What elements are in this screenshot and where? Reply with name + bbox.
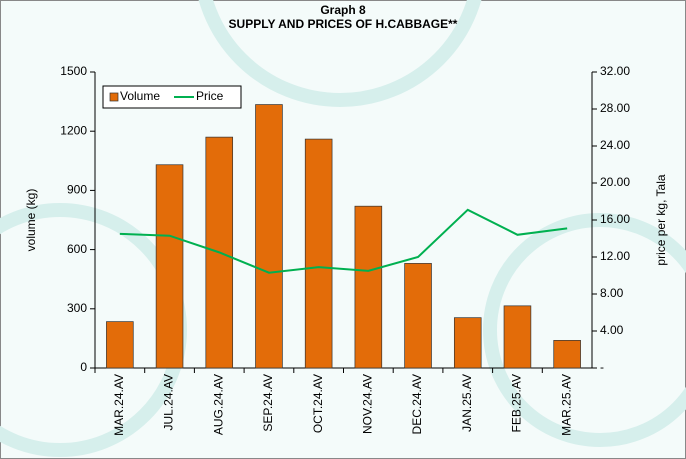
bar — [155, 164, 184, 369]
y2-tick-label: 28.00 — [600, 101, 630, 115]
y2-tick-label: 8.00 — [600, 286, 624, 300]
y-tick-label: 1500 — [60, 64, 87, 78]
bar — [354, 205, 383, 369]
y-tick-label: 600 — [67, 242, 87, 256]
y-tick-label: 0 — [80, 360, 87, 374]
y2-tick-label: 32.00 — [600, 64, 630, 78]
bar — [453, 317, 482, 369]
bar — [304, 138, 333, 369]
bar — [503, 305, 532, 369]
x-tick-label: AUG.24.AV — [211, 374, 225, 435]
y2-tick-label: 16.00 — [600, 212, 630, 226]
bar — [205, 136, 234, 369]
x-tick-label: OCT.24.AV — [311, 374, 325, 433]
legend-label: Volume — [120, 89, 160, 103]
bar — [404, 263, 432, 369]
y2-axis-label: price per kg, Tala — [654, 174, 668, 265]
chart-subtitle: SUPPLY AND PRICES OF H.CABBAGE** — [229, 17, 458, 31]
x-tick-label: DEC.24.AV — [410, 374, 424, 434]
x-tick-label: FEB.25.AV — [510, 374, 524, 432]
legend-label: Price — [196, 89, 224, 103]
y2-tick-label: 20.00 — [600, 175, 630, 189]
x-tick-label: NOV.24.AV — [361, 374, 375, 434]
y-tick-label: 1200 — [60, 123, 87, 137]
x-tick-label: MAR.24.AV — [112, 374, 126, 436]
y-axis-label: volume (kg) — [24, 189, 38, 252]
price-line — [119, 208, 568, 274]
x-tick-label: MAR.25.AV — [559, 374, 573, 436]
y-tick-label: 300 — [67, 301, 87, 315]
bar — [553, 340, 581, 369]
x-tick-label: JAN.25.AV — [460, 374, 474, 432]
y2-tick-label: 24.00 — [600, 138, 630, 152]
chart-title: Graph 8 — [320, 3, 366, 17]
y2-tick-label: 4.00 — [600, 323, 624, 337]
x-tick-label: JUL.24.AV — [162, 374, 176, 430]
y-tick-label: 900 — [67, 183, 87, 197]
legend-box — [102, 85, 242, 109]
y2-tick-label: - — [600, 360, 604, 374]
bar — [106, 321, 134, 369]
bar — [255, 104, 283, 369]
legend-swatch — [109, 92, 119, 102]
x-tick-label: SEP.24.AV — [261, 374, 275, 432]
y2-tick-label: 12.00 — [600, 249, 630, 263]
